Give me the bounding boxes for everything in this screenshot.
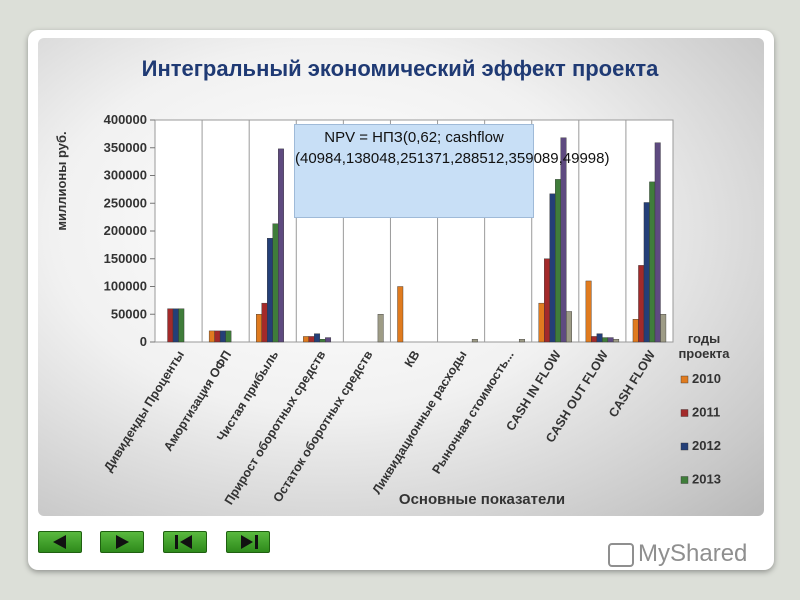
bar-2011	[214, 330, 221, 343]
bar-2014	[607, 337, 614, 343]
bar-2015	[660, 314, 667, 343]
bar-2011	[261, 302, 268, 343]
first-slide-button[interactable]	[38, 531, 82, 553]
legend-swatch	[680, 476, 689, 484]
bar-2013	[272, 223, 279, 343]
bar-2015	[377, 314, 384, 343]
bar-2010	[632, 319, 639, 343]
bar-2012	[596, 333, 603, 343]
skip-back-icon	[175, 535, 192, 549]
y-tick-label: 200000	[104, 223, 147, 238]
x-tick-label: Дивиденды Проценты	[101, 348, 187, 474]
bar-2015	[613, 339, 620, 343]
bar-2012	[219, 330, 226, 343]
legend-swatch	[680, 375, 689, 384]
y-axis-label: миллионы руб.	[54, 131, 69, 230]
arrow-right-icon	[116, 535, 129, 549]
myshared-logo: MyShared	[608, 540, 747, 568]
bar-2010	[585, 280, 592, 343]
legend-label: 2010	[692, 371, 721, 386]
bar-2010	[538, 302, 545, 343]
bar-2013	[178, 308, 185, 343]
bar-2012	[172, 308, 179, 343]
arrow-left-icon	[53, 535, 66, 549]
y-tick-label: 300000	[104, 168, 147, 183]
bar-2010	[256, 314, 262, 343]
y-tick-label: 50000	[111, 306, 147, 321]
bar-2015	[471, 339, 478, 343]
bar-2012	[549, 193, 556, 343]
bar-2010	[208, 330, 215, 343]
next-slide-button[interactable]	[100, 531, 144, 553]
legend-title: проекта	[678, 346, 730, 361]
bar-2015	[518, 339, 525, 343]
bar-2013	[555, 179, 561, 343]
bar-2013	[319, 339, 326, 343]
bar-2010	[397, 286, 404, 343]
bar-2015	[566, 311, 572, 343]
bar-2014	[278, 148, 284, 343]
legend-swatch	[680, 442, 689, 451]
logo-text: MyShared	[638, 540, 748, 567]
x-tick-label: CASH FLOW	[606, 348, 658, 420]
y-tick-label: 100000	[104, 279, 147, 294]
x-tick-label: Рыночная стоимость...	[429, 348, 516, 476]
presentation-icon	[608, 542, 634, 567]
y-tick-label: 150000	[104, 251, 147, 266]
bar-2011	[167, 308, 174, 343]
bar-2013	[225, 330, 232, 343]
x-tick-label: Прирост оборотных средств	[222, 348, 329, 507]
bar-2012	[267, 238, 273, 343]
bar-2011	[638, 265, 645, 343]
bar-2010	[303, 336, 310, 343]
skip-forward-icon	[241, 535, 258, 549]
prev-chapter-button[interactable]	[163, 531, 207, 553]
bar-2014	[654, 142, 661, 343]
x-axis-label: Основные показатели	[399, 491, 565, 508]
bar-2012	[314, 333, 321, 343]
legend-label: 2011	[692, 405, 720, 420]
y-tick-label: 250000	[104, 195, 147, 210]
legend-label: 2012	[692, 438, 721, 453]
legend-label: 2013	[692, 472, 721, 487]
x-tick-label: Ликвидационные расходы	[370, 348, 470, 496]
bar-2013	[602, 337, 609, 343]
bar-2011	[591, 336, 598, 343]
y-tick-label: 400000	[104, 112, 147, 127]
chart-title: Интегральный экономический эффект проект…	[141, 56, 659, 81]
bar-2011	[308, 336, 315, 343]
y-tick-label: 350000	[104, 140, 147, 155]
x-tick-label: Остаток оборотных средств	[270, 348, 375, 505]
bar-2012	[643, 202, 650, 343]
next-chapter-button[interactable]	[226, 531, 270, 553]
bar-2013	[649, 181, 656, 343]
bar-2011	[544, 258, 550, 343]
npv-annotation: NPV = НПЗ(0,62; cashflow (40984,138048,2…	[294, 124, 609, 218]
legend-swatch	[680, 409, 689, 417]
bar-2014	[560, 137, 567, 343]
legend-title: годы	[688, 331, 720, 346]
y-tick-label: 0	[140, 334, 147, 349]
bar-2014	[325, 337, 332, 343]
x-tick-label: КВ	[402, 348, 423, 370]
